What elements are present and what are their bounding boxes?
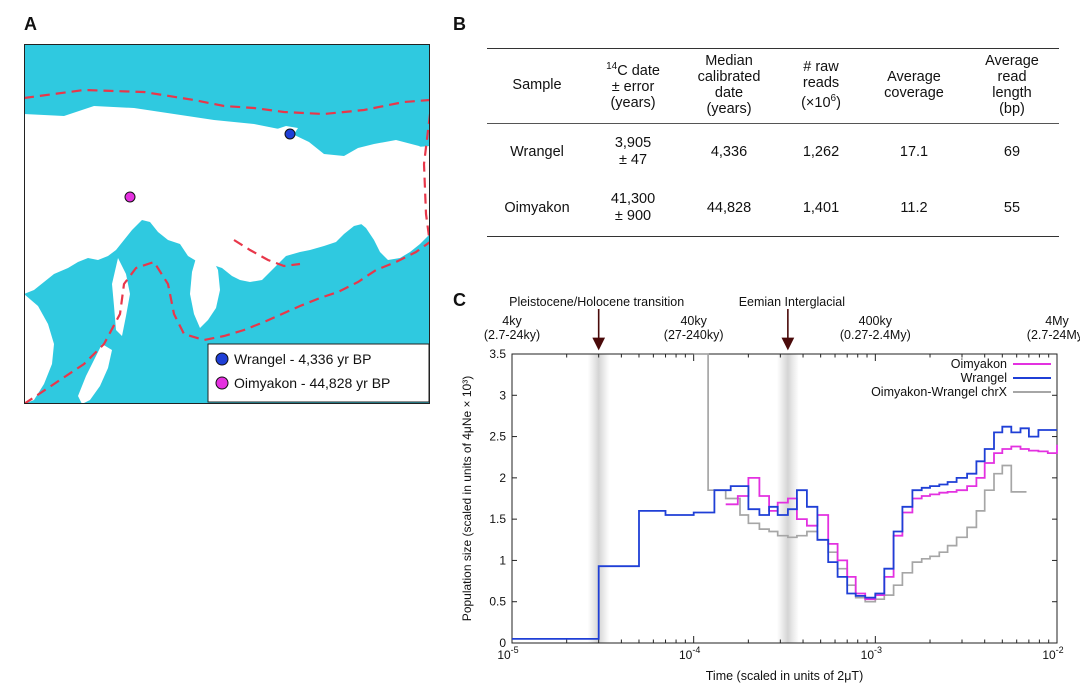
header-14c-unit: (years) — [610, 94, 656, 111]
header-raw-reads-line1: # raw — [803, 59, 839, 76]
map-figure: Wrangel - 4,336 yr BP Oimyakon - 44,828 … — [24, 44, 430, 404]
top-axis-sublabel: (2.7-24My) — [1027, 328, 1080, 342]
event-label: Pleistocene/Holocene transition — [509, 295, 684, 309]
sample-table: Sample 14C date ± error (years) Median c… — [487, 48, 1059, 237]
cell-14c-date: 3,905 ± 47 — [614, 135, 652, 168]
cell-raw-reads: 1,262 — [802, 143, 840, 160]
cell-sample: Oimyakon — [504, 199, 570, 216]
legend-label: Wrangel — [961, 371, 1007, 385]
y-tick-label: 1 — [499, 553, 506, 567]
y-tick-label: 2.5 — [489, 430, 506, 444]
top-axis-sublabel: (2.7-24ky) — [484, 328, 540, 342]
alaska-landmass — [346, 146, 430, 260]
top-axis-label: 40ky — [680, 314, 707, 328]
panel-label-a: A — [24, 14, 37, 34]
cell-read-length: 55 — [1003, 199, 1021, 216]
legend-marker-wrangel — [215, 352, 229, 366]
map-frame — [24, 44, 430, 404]
coast-strip — [24, 294, 54, 404]
series-line-oimyakon — [725, 444, 1058, 601]
cell-14c-date: 41,300 ± 900 — [610, 191, 656, 224]
header-sample: Sample — [512, 77, 562, 93]
panel-label-c: C — [453, 290, 466, 310]
map-legend-box — [207, 343, 430, 403]
cell-median-date: 44,828 — [706, 199, 752, 216]
legend-label: Oimyakon — [951, 357, 1007, 371]
table-row: Oimyakon 41,300 ± 900 44,828 1,401 11.2 … — [487, 180, 1059, 237]
x-tick-label: 10-4 — [679, 645, 700, 662]
header-raw-reads-unit: (×106) — [801, 93, 841, 111]
x-tick-label: 10-5 — [497, 645, 518, 662]
top-axis-label: 4My — [1045, 314, 1069, 328]
x-tick-label: 10-3 — [861, 645, 882, 662]
cell-read-length: 69 — [1003, 143, 1021, 160]
top-axis-sublabel: (27-240ky) — [664, 328, 724, 342]
y-tick-label: 3.5 — [489, 347, 506, 361]
legend-label: Oimyakon-Wrangel chrX — [871, 385, 1008, 399]
y-axis-label: Population size (scaled in units of 4μNe… — [460, 376, 474, 621]
wrangel-sample-marker — [284, 128, 296, 140]
y-tick-label: 1.5 — [489, 512, 506, 526]
series-line-oimyakon-wrangel-chrx — [693, 353, 1027, 603]
header-14c-date: 14C date ± error (years) — [587, 49, 679, 124]
header-raw-reads-line2: reads — [802, 75, 840, 92]
oimyakon-sample-marker — [124, 191, 136, 203]
x-axis-label: Time (scaled in units of 2μT) — [706, 669, 863, 683]
y-tick-label: 0 — [499, 636, 506, 650]
table-header-row: Sample 14C date ± error (years) Median c… — [487, 48, 1059, 124]
header-average-coverage: Average coverage — [884, 69, 944, 101]
cell-sample: Wrangel — [510, 143, 564, 160]
event-label: Eemian Interglacial — [739, 295, 845, 309]
top-axis-label: 4ky — [502, 314, 522, 328]
top-axis-sublabel: (0.27-2.4My) — [840, 328, 911, 342]
sample-table-panel: Sample 14C date ± error (years) Median c… — [487, 48, 1059, 237]
asia-landmass — [24, 106, 430, 294]
event-band — [587, 354, 610, 643]
header-14c-superscript: 14 — [606, 61, 618, 73]
japan-islands — [78, 344, 112, 404]
legend-marker-oimyakon — [215, 376, 229, 390]
series-line-wrangel — [512, 425, 1057, 640]
header-median-date: Median calibrated date (years) — [697, 53, 761, 117]
y-tick-label: 2 — [499, 471, 506, 485]
header-raw-reads: # raw reads (×106) — [779, 49, 863, 124]
cell-coverage: 11.2 — [900, 199, 928, 216]
top-axis-label: 400ky — [859, 314, 893, 328]
cell-raw-reads: 1,401 — [802, 199, 840, 216]
legend-label-wrangel: Wrangel - 4,336 yr BP — [234, 351, 371, 367]
header-14c-text: C date — [617, 62, 660, 79]
sakhalin-island — [112, 258, 130, 336]
header-14c-error: ± error — [611, 78, 655, 95]
y-tick-label: 0.5 — [489, 595, 506, 609]
header-average-read-length: Average read length (bp) — [985, 53, 1039, 117]
cell-median-date: 4,336 — [710, 143, 748, 160]
cell-coverage: 17.1 — [899, 143, 929, 160]
maritime-borders — [24, 88, 430, 404]
plot-frame — [511, 353, 1058, 644]
psmc-chart: Pleistocene/Holocene transition Eemian In… — [460, 295, 1080, 683]
panel-label-b: B — [453, 14, 466, 34]
kamchatka-peninsula — [190, 244, 220, 328]
legend-label-oimyakon: Oimyakon - 44,828 yr BP — [234, 375, 390, 391]
y-tick-label: 3 — [499, 388, 506, 402]
x-tick-label: 10-2 — [1042, 645, 1063, 662]
table-row: Wrangel 3,905 ± 47 4,336 1,262 17.1 69 — [487, 124, 1059, 181]
